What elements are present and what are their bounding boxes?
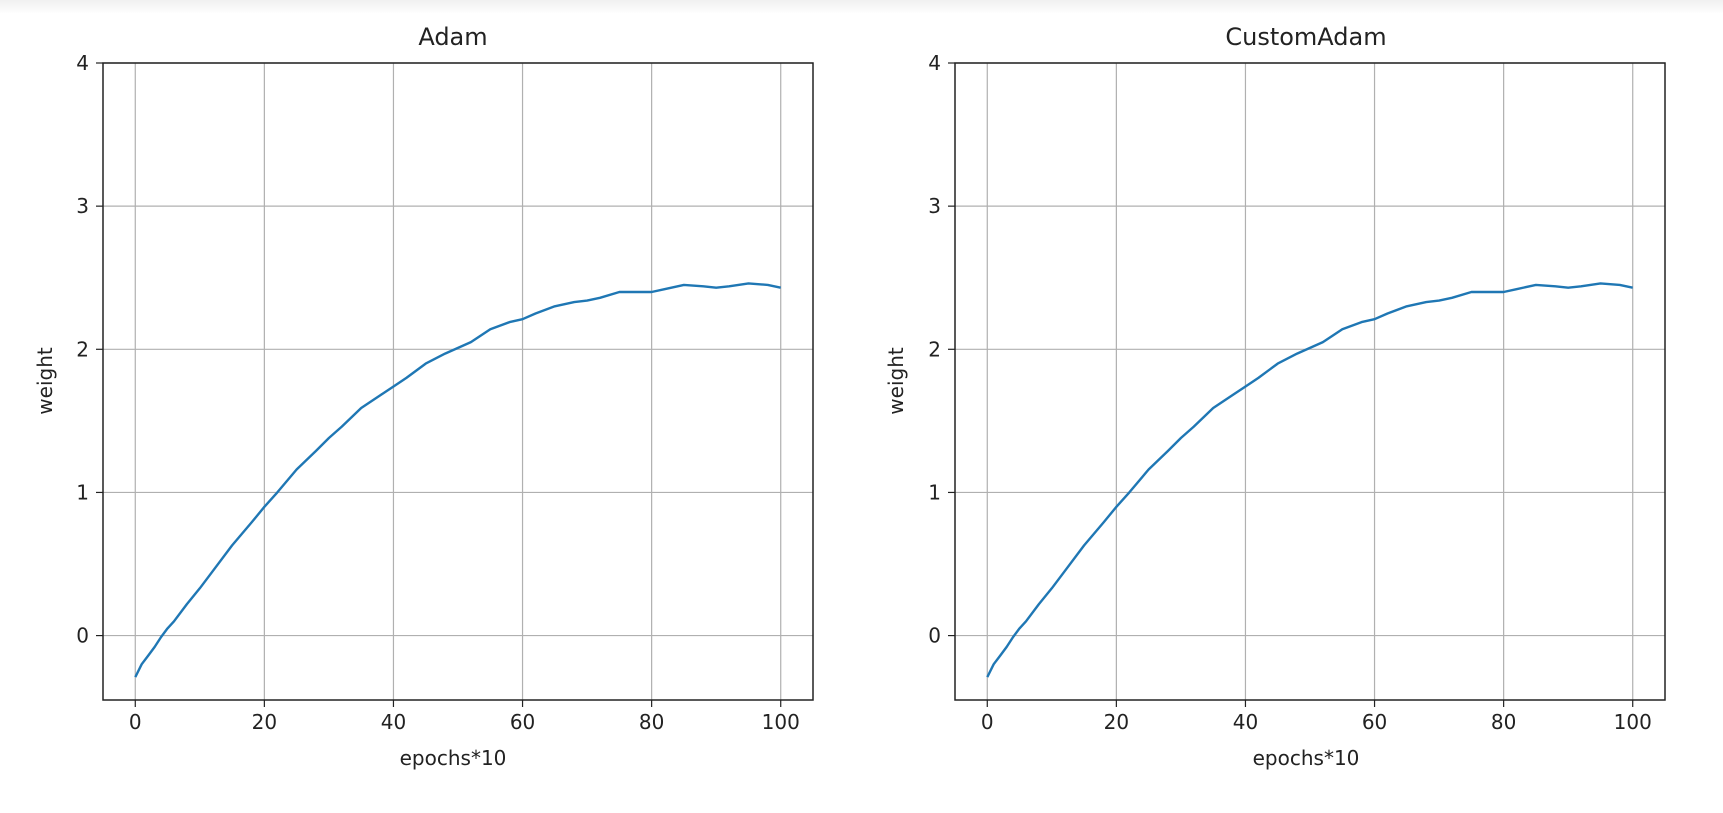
x-axis-label: epochs*10 (1253, 746, 1360, 770)
series-line (986, 282, 1633, 678)
y-tick-label: 0 (76, 624, 89, 648)
y-tick-label: 3 (76, 194, 89, 218)
x-tick-label: 40 (1233, 710, 1258, 734)
subplot-adam: Adam epochs*10 weight 0 20 40 60 80 100 0 1 2 3 4 (33, 23, 814, 770)
y-tick-label: 1 (928, 480, 941, 504)
axes-frame (102, 62, 814, 701)
x-tick-label: 60 (1362, 710, 1387, 734)
x-tick-label: 0 (129, 710, 142, 734)
y-tick-label: 2 (928, 337, 941, 361)
plot-area: 0 20 40 60 80 100 0 1 2 3 4 (928, 51, 1666, 734)
chart-title: Adam (418, 23, 487, 51)
x-tick-label: 40 (381, 710, 406, 734)
y-tick-label: 1 (76, 480, 89, 504)
x-tick-label: 60 (510, 710, 535, 734)
y-tick-label: 2 (76, 337, 89, 361)
y-tick-label: 3 (928, 194, 941, 218)
x-tick-label: 100 (1614, 710, 1652, 734)
series-line (134, 282, 781, 678)
x-tick-label: 100 (762, 710, 800, 734)
y-axis-label: weight (884, 347, 908, 415)
y-axis-label: weight (33, 347, 57, 415)
subplot-customadam: CustomAdam epochs*10 weight 0 20 40 60 80 100… (884, 23, 1666, 770)
y-tick-label: 0 (928, 624, 941, 648)
axes-frame (954, 62, 1666, 701)
x-axis-label: epochs*10 (400, 746, 507, 770)
x-tick-label: 80 (1491, 710, 1516, 734)
plot-area: 0 20 40 60 80 100 0 1 2 3 4 (76, 51, 814, 734)
x-tick-label: 80 (639, 710, 664, 734)
top-shadow-bar (0, 0, 1723, 14)
y-tick-label: 4 (76, 51, 89, 75)
x-tick-label: 20 (1104, 710, 1129, 734)
chart-title: CustomAdam (1225, 23, 1386, 51)
y-tick-label: 4 (928, 51, 941, 75)
x-tick-label: 20 (252, 710, 277, 734)
x-tick-label: 0 (981, 710, 994, 734)
